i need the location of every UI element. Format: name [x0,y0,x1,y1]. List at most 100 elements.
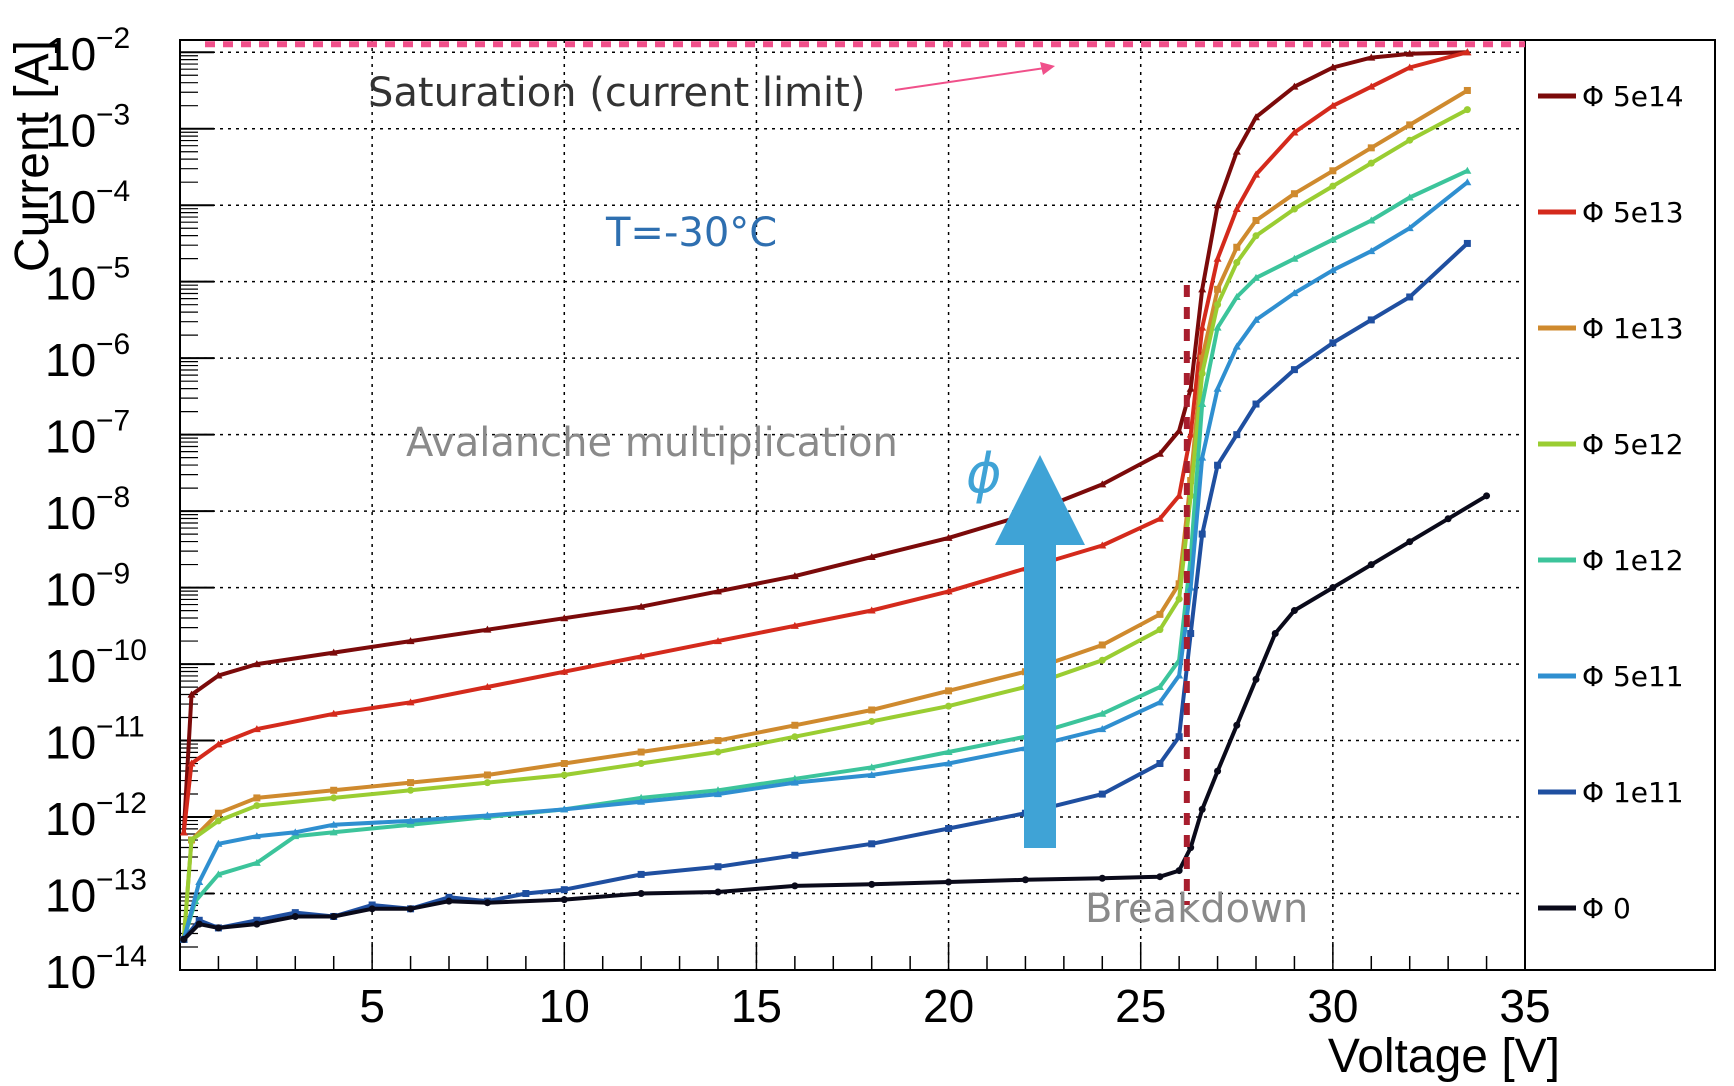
series-Φ 5e11 [180,178,1472,943]
y-tick-exponent: −11 [96,711,145,744]
data-point [368,905,376,913]
data-point [252,858,261,866]
data-point [1175,671,1184,679]
data-point [330,794,338,802]
x-axis-title: Voltage [V] [1328,1030,1560,1083]
data-point [560,771,568,779]
data-point [637,748,645,756]
data-point [1367,53,1376,61]
data-point [1175,491,1184,499]
data-point [214,817,222,825]
data-point [1328,63,1337,71]
data-point [714,790,722,798]
y-tick-exponent: −6 [96,328,130,361]
legend-frame [1524,39,1716,971]
data-point [1155,698,1164,706]
data-point [329,648,338,656]
data-point [1463,48,1472,56]
data-point [1155,683,1164,691]
data-point [1328,235,1337,243]
x-tick-label: 10 [539,980,590,1032]
y-tick-exponent: −2 [96,22,130,55]
data-point [1233,243,1241,251]
data-point [1213,384,1222,392]
data-point [1252,273,1260,281]
data-point [483,779,491,787]
legend-label: Φ 1e12 [1582,544,1684,577]
legend-entry: Φ 5e14 [1538,80,1684,113]
data-point [1405,224,1414,232]
data-point [1214,285,1222,293]
data-point [1098,656,1106,664]
data-point [187,759,196,767]
data-point [1252,113,1260,121]
data-point [406,698,415,706]
data-point [188,836,196,844]
legend-label: Φ 1e11 [1582,776,1684,809]
y-tick-label: 10 [45,411,96,463]
data-point [1214,461,1222,469]
data-point [1463,106,1471,114]
data-point [637,652,646,660]
data-point [214,924,222,932]
data-point [1213,323,1222,331]
data-point [637,870,645,878]
data-point [1367,216,1376,224]
data-point [1290,82,1299,90]
data-point [1213,254,1222,262]
series-line [182,494,1488,941]
data-point [329,709,338,717]
y-tick-label: 10 [45,946,96,998]
data-point [291,912,299,920]
data-point [1187,629,1195,637]
data-point [1463,166,1472,174]
data-point [253,916,261,924]
fluence-arrow [995,455,1085,848]
data-point [791,882,799,890]
y-tick-label: 10 [45,717,96,769]
x-tick-label: 35 [1499,980,1550,1032]
data-point [195,920,203,928]
data-point [483,625,492,633]
data-point [1232,147,1241,155]
data-point [867,606,876,614]
data-point [560,760,568,768]
data-point [1329,182,1337,190]
data-point [945,702,953,710]
data-point [714,863,722,871]
data-point [252,660,261,668]
data-point [1156,760,1164,768]
data-point [1198,369,1206,377]
data-point [790,774,799,782]
data-point [1175,733,1183,741]
data-point [1214,301,1222,309]
data-point [714,637,722,645]
data-point [180,828,188,836]
data-point [714,786,722,794]
data-point [406,637,415,645]
data-point [1098,480,1107,488]
data-point [868,880,876,888]
data-point [1175,595,1183,603]
data-point [483,811,492,819]
data-point [1290,366,1298,374]
data-point [944,587,953,595]
data-point [1290,289,1299,297]
legend-entry: Φ 5e11 [1538,660,1684,693]
saturation-annotation: Saturation (current limit) [368,70,865,116]
y-tick-exponent: −8 [96,481,130,514]
data-point [180,935,188,943]
data-point [1233,721,1241,729]
phi-annotation: ϕ [966,442,1002,505]
legend-entry: Φ 0 [1538,892,1631,925]
data-point [1098,541,1107,549]
data-point [1405,49,1414,57]
data-point [1483,492,1491,500]
data-point [637,793,646,801]
data-point [1367,561,1375,569]
y-axis-title: Current [A] [6,40,59,272]
data-point [1328,266,1337,274]
data-point [1198,530,1206,538]
data-point [637,602,646,610]
data-point [1290,128,1299,136]
